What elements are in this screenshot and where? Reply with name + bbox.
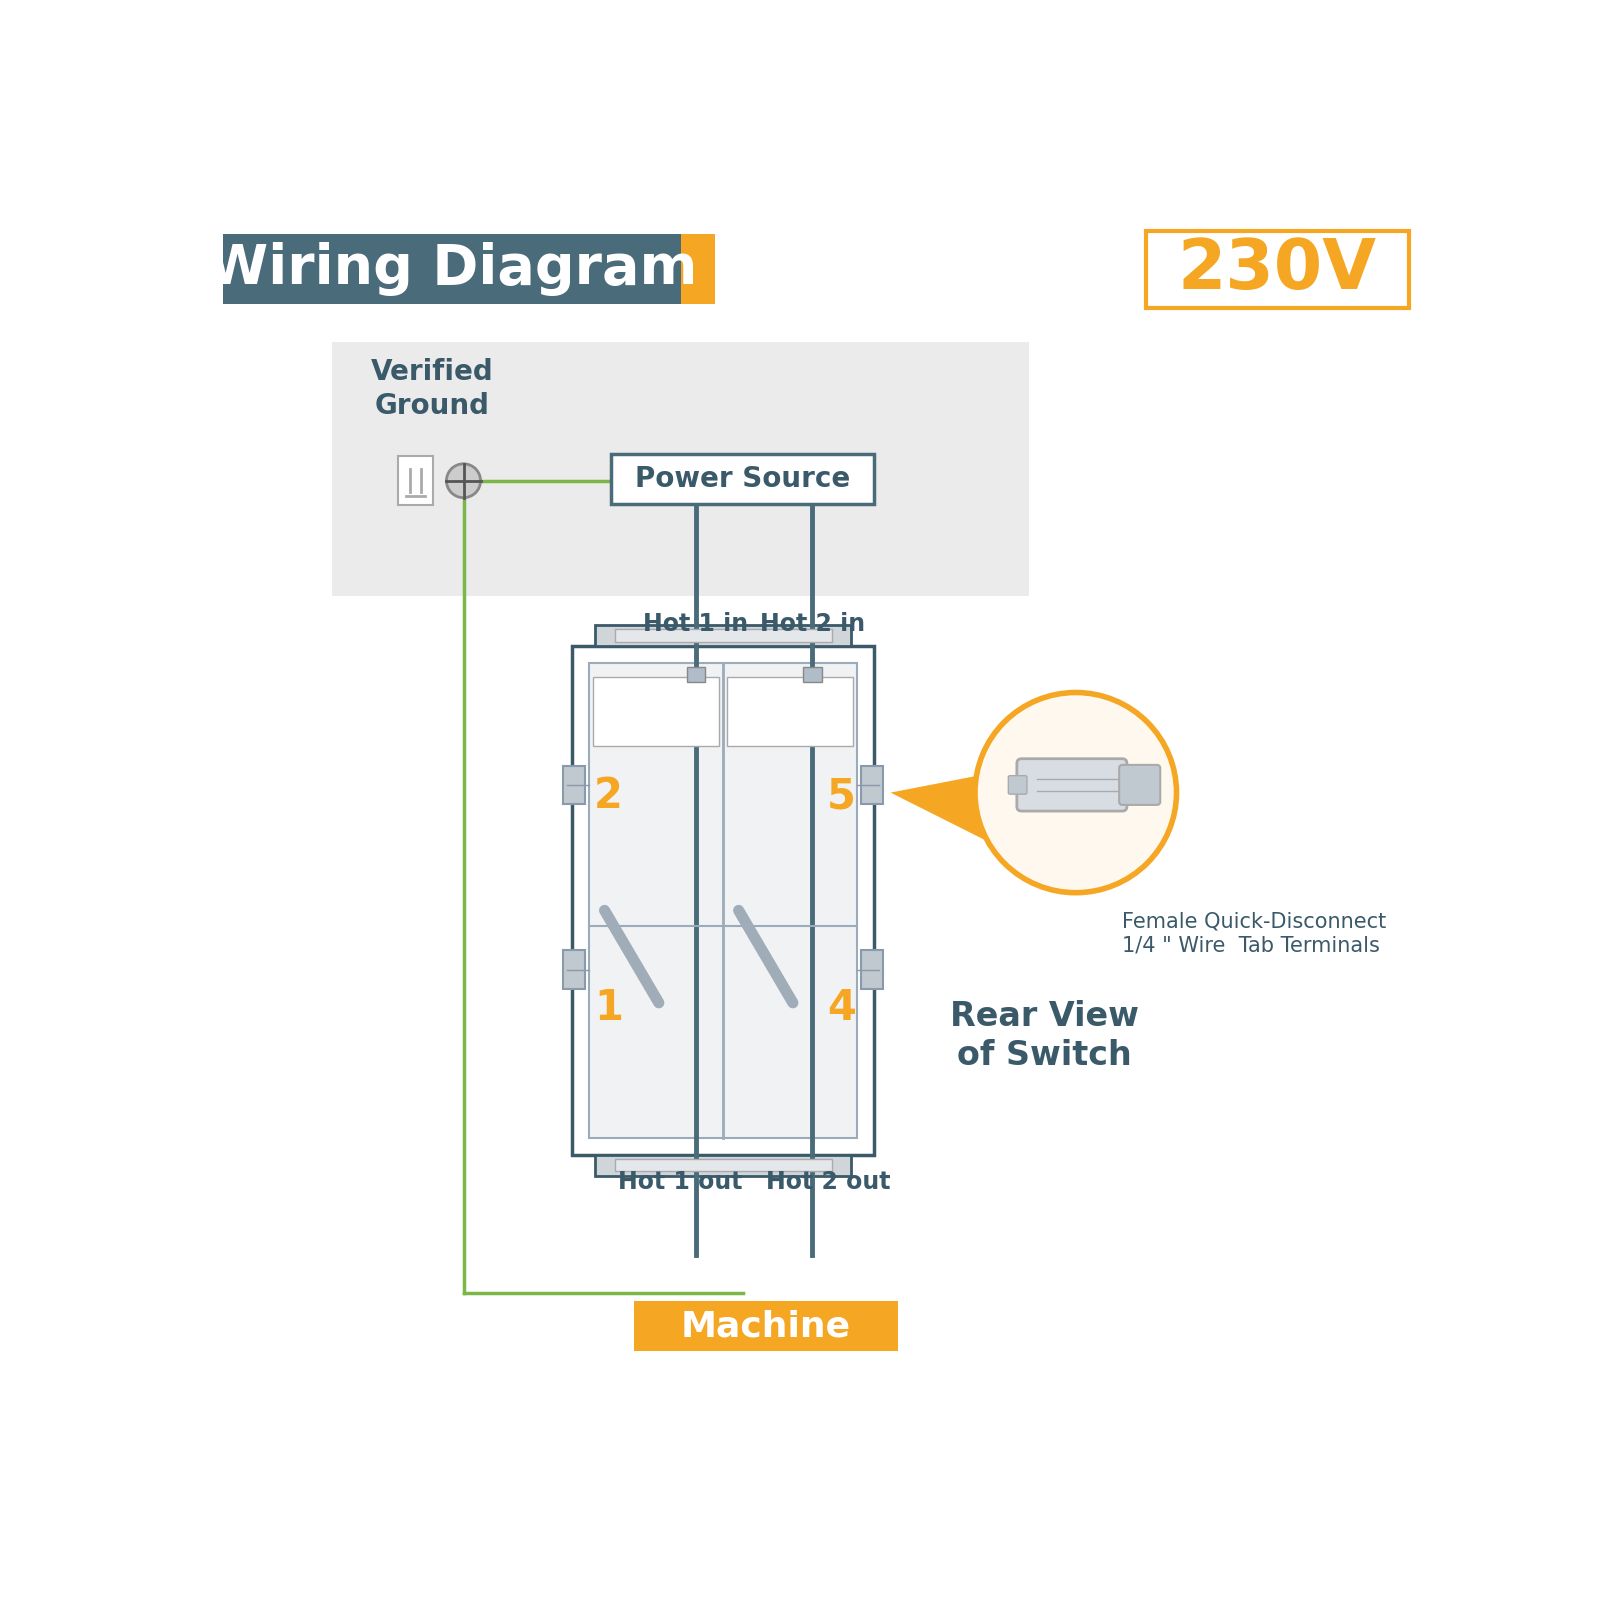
- FancyBboxPatch shape: [861, 766, 883, 805]
- FancyBboxPatch shape: [595, 624, 851, 646]
- Text: Rear View
of Switch: Rear View of Switch: [950, 1000, 1139, 1072]
- FancyBboxPatch shape: [1008, 776, 1027, 794]
- FancyBboxPatch shape: [686, 667, 706, 683]
- Text: Power Source: Power Source: [635, 466, 850, 493]
- Text: Machine: Machine: [680, 1309, 851, 1344]
- FancyBboxPatch shape: [595, 1155, 851, 1176]
- Text: Hot 2 in: Hot 2 in: [760, 611, 866, 635]
- FancyBboxPatch shape: [803, 667, 821, 683]
- FancyBboxPatch shape: [614, 1158, 832, 1171]
- Circle shape: [446, 464, 480, 498]
- FancyBboxPatch shape: [611, 454, 874, 504]
- Text: 1: 1: [594, 987, 622, 1029]
- FancyBboxPatch shape: [331, 342, 1029, 597]
- FancyBboxPatch shape: [573, 646, 874, 1155]
- Text: Verified
Ground: Verified Ground: [371, 357, 494, 421]
- Text: 5: 5: [827, 776, 856, 818]
- FancyBboxPatch shape: [634, 1301, 898, 1350]
- Text: Hot 1 out: Hot 1 out: [618, 1170, 742, 1194]
- Text: 230V: 230V: [1178, 235, 1376, 302]
- FancyBboxPatch shape: [563, 766, 586, 805]
- FancyBboxPatch shape: [594, 677, 720, 746]
- Text: 2: 2: [594, 776, 622, 818]
- Text: Hot 1 in: Hot 1 in: [643, 611, 749, 635]
- Text: 4: 4: [827, 987, 856, 1029]
- FancyBboxPatch shape: [398, 456, 432, 506]
- FancyBboxPatch shape: [614, 629, 832, 642]
- Text: Female Quick-Disconnect
1/4 " Wire  Tab Terminals: Female Quick-Disconnect 1/4 " Wire Tab T…: [1122, 912, 1387, 955]
- FancyBboxPatch shape: [680, 234, 715, 304]
- Text: Wiring Diagram: Wiring Diagram: [206, 242, 698, 296]
- FancyBboxPatch shape: [224, 234, 680, 304]
- FancyBboxPatch shape: [1118, 765, 1160, 805]
- Text: Hot 2 out: Hot 2 out: [765, 1170, 890, 1194]
- FancyBboxPatch shape: [861, 950, 883, 989]
- FancyBboxPatch shape: [563, 950, 586, 989]
- FancyBboxPatch shape: [1018, 758, 1126, 811]
- FancyBboxPatch shape: [726, 677, 853, 746]
- FancyBboxPatch shape: [589, 664, 858, 1138]
- Circle shape: [974, 693, 1176, 893]
- Polygon shape: [891, 763, 1045, 848]
- FancyBboxPatch shape: [1146, 230, 1410, 307]
